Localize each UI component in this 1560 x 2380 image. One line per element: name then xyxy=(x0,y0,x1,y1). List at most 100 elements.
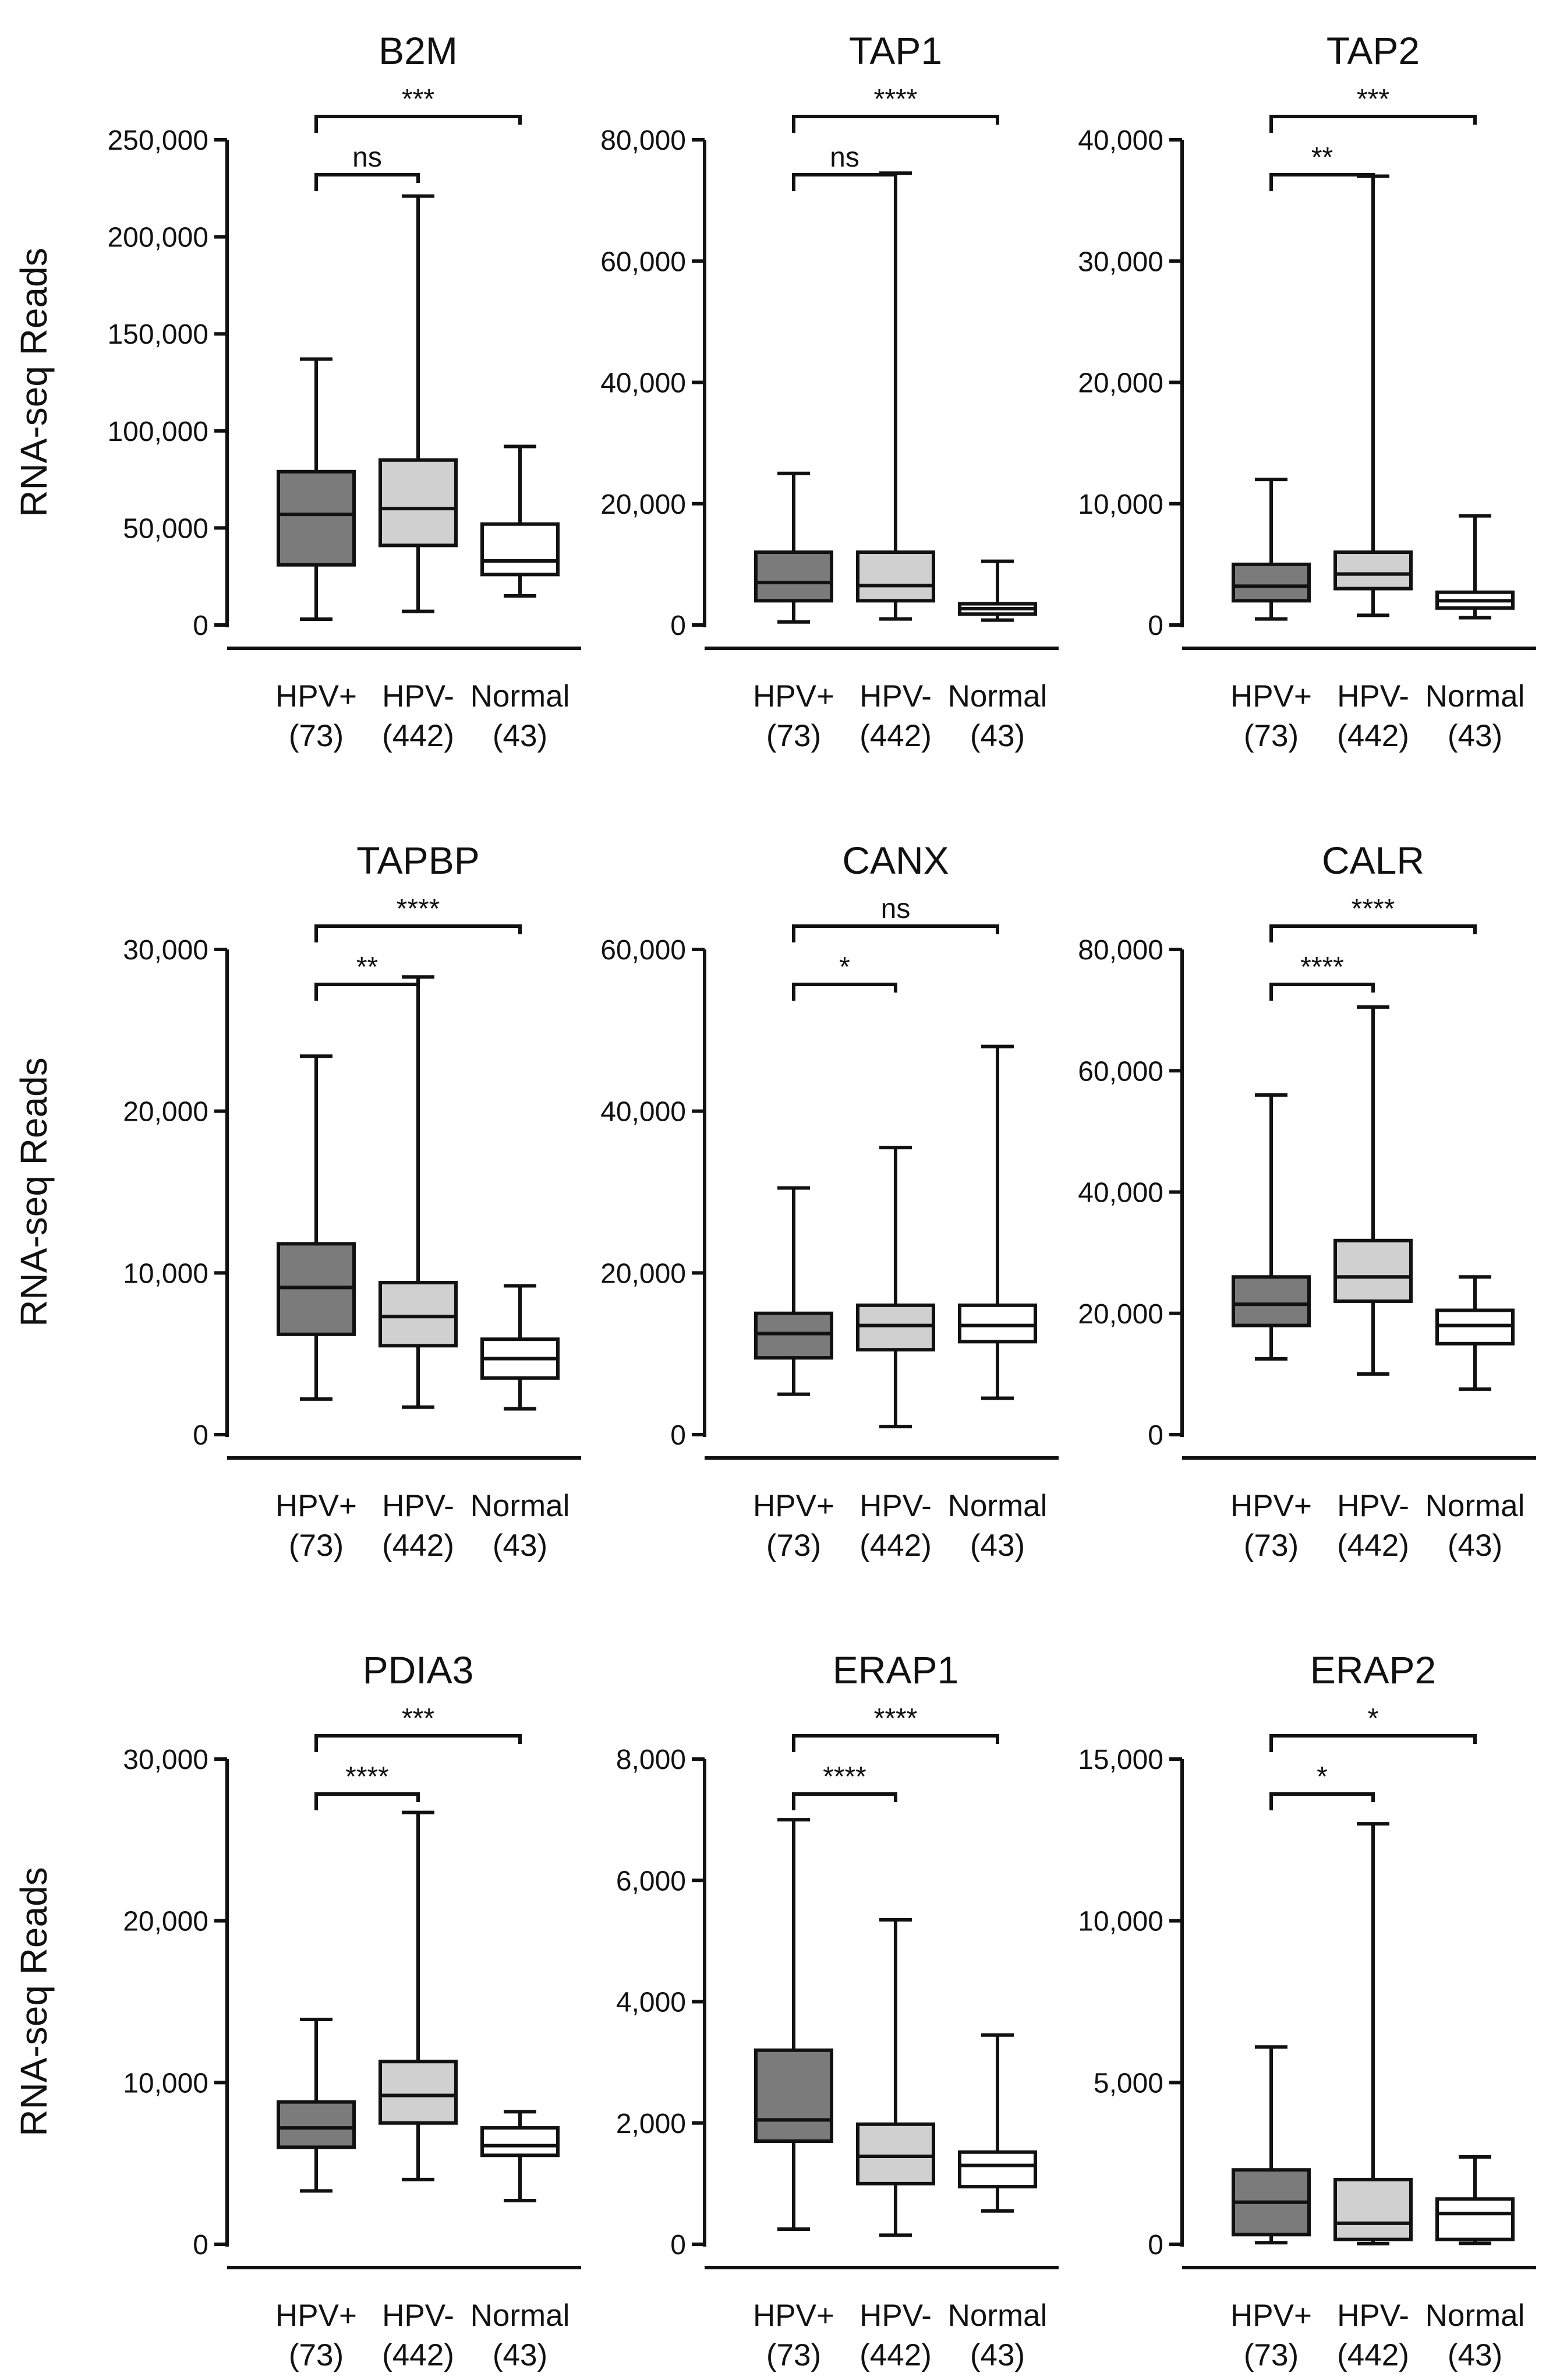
box-hpvneg xyxy=(856,1146,935,1429)
y-tick-label: 20,000 xyxy=(600,489,686,520)
iqr-box xyxy=(754,1311,833,1360)
box-hpvpos xyxy=(1232,1093,1311,1361)
y-tick-label: 0 xyxy=(1148,2230,1163,2261)
category-count: (43) xyxy=(1448,719,1502,753)
panel-canx: CANX 0 20,000 40,000 60,000 HPV+ (73) HPV- (442)… xyxy=(600,839,1059,1563)
iqr-box xyxy=(1333,550,1413,591)
category-count: (442) xyxy=(382,2338,454,2372)
y-tick-label: 50,000 xyxy=(123,513,208,544)
box-hpvpos xyxy=(1232,2045,1311,2245)
y-tick-label: 60,000 xyxy=(600,246,686,277)
category-count: (442) xyxy=(859,2338,932,2372)
significance-bracket-inner-label: **** xyxy=(823,1761,866,1792)
category-count: (43) xyxy=(1448,2338,1502,2372)
y-tick-label: 80,000 xyxy=(600,125,686,156)
y-tick-label: 0 xyxy=(670,610,686,641)
box-normal xyxy=(1435,514,1515,620)
category-label: HPV+ xyxy=(275,1489,357,1523)
category-label: HPV+ xyxy=(753,679,834,714)
significance-bracket-inner-label: * xyxy=(839,952,850,983)
significance-bracket-inner-label: ns xyxy=(352,142,382,173)
iqr-box xyxy=(856,550,935,603)
y-tick-label: 40,000 xyxy=(1078,1178,1163,1209)
category-count: (73) xyxy=(1244,1528,1299,1563)
category-label: HPV+ xyxy=(753,2298,834,2333)
significance-bracket-outer-label: **** xyxy=(397,894,440,924)
category-label: Normal xyxy=(471,2298,570,2333)
significance-bracket-outer xyxy=(792,1734,999,1752)
iqr-box xyxy=(754,550,833,603)
category-count: (442) xyxy=(1337,719,1409,753)
iqr-box xyxy=(1333,2177,1413,2241)
category-label: HPV+ xyxy=(275,2298,357,2333)
category-label: Normal xyxy=(471,679,570,714)
panel-pdia3: PDIA3 0 10,000 20,000 30,000 RNA-seq Reads HPV… xyxy=(13,1648,581,2372)
y-axis-label: RNA-seq Reads xyxy=(13,1057,55,1326)
significance-bracket-inner xyxy=(1269,173,1375,191)
significance-bracket-inner xyxy=(792,1792,897,1810)
category-label: Normal xyxy=(471,1489,570,1523)
iqr-box xyxy=(1333,1238,1413,1303)
significance-bracket-inner xyxy=(792,173,897,191)
category-count: (43) xyxy=(493,1528,547,1563)
panel-title: B2M xyxy=(378,29,458,72)
category-label: Normal xyxy=(1425,679,1525,714)
significance-bracket-inner-label: ** xyxy=(356,952,378,983)
box-hpvpos xyxy=(754,1186,833,1396)
y-tick-label: 4,000 xyxy=(616,1987,686,2018)
category-count: (442) xyxy=(859,719,932,753)
category-label: HPV- xyxy=(1337,679,1409,714)
y-tick-label: 6,000 xyxy=(616,1866,686,1897)
significance-bracket-outer-label: **** xyxy=(874,1703,918,1734)
panel-title: TAP2 xyxy=(1326,29,1420,72)
iqr-box xyxy=(277,469,356,567)
box-hpvneg xyxy=(1333,1005,1413,1376)
iqr-box xyxy=(480,2126,560,2157)
y-tick-label: 0 xyxy=(670,1420,686,1451)
category-count: (43) xyxy=(493,2338,547,2372)
iqr-box xyxy=(1232,562,1311,603)
category-label: HPV+ xyxy=(753,1489,834,1523)
y-tick-label: 10,000 xyxy=(1078,1906,1163,1937)
iqr-box xyxy=(378,458,458,548)
panel-tapbp: TAPBP 0 10,000 20,000 30,000 RNA-seq Reads HPV… xyxy=(13,839,581,1563)
panel-title: CALR xyxy=(1322,839,1424,882)
y-tick-label: 20,000 xyxy=(123,1097,208,1128)
category-label: HPV- xyxy=(382,2298,454,2333)
category-count: (442) xyxy=(1337,1528,1409,1563)
panel-title: PDIA3 xyxy=(363,1648,474,1692)
iqr-box xyxy=(1435,2197,1515,2241)
significance-bracket-outer-label: ns xyxy=(881,894,911,924)
y-tick-label: 5,000 xyxy=(1094,2068,1163,2099)
category-count: (73) xyxy=(289,719,344,753)
y-tick-label: 0 xyxy=(193,2230,208,2261)
significance-bracket-outer xyxy=(314,924,522,942)
category-count: (43) xyxy=(970,1528,1025,1563)
box-normal xyxy=(958,2033,1037,2213)
y-tick-label: 150,000 xyxy=(107,319,208,350)
significance-bracket-inner xyxy=(314,1792,420,1810)
category-count: (73) xyxy=(766,2338,821,2372)
iqr-box xyxy=(958,2150,1037,2189)
panel-erap2: ERAP2 0 5,000 10,000 15,000 HPV+ (73) HPV- (442)… xyxy=(1078,1648,1536,2372)
category-count: (73) xyxy=(1244,2338,1299,2372)
significance-bracket-inner xyxy=(1269,1792,1375,1810)
panel-title: ERAP2 xyxy=(1310,1648,1436,1692)
category-count: (442) xyxy=(382,1528,454,1563)
panel-title: ERAP1 xyxy=(833,1648,958,1692)
box-hpvpos xyxy=(277,1054,356,1401)
box-hpvneg xyxy=(378,194,458,613)
category-count: (73) xyxy=(766,1528,821,1563)
box-hpvneg xyxy=(1333,1822,1413,2245)
significance-bracket-outer xyxy=(1269,924,1477,942)
category-label: HPV- xyxy=(859,679,932,714)
significance-bracket-inner-label: **** xyxy=(345,1761,389,1792)
y-tick-label: 30,000 xyxy=(123,1745,208,1775)
category-label: HPV- xyxy=(1337,2298,1409,2333)
significance-bracket-outer xyxy=(1269,1734,1477,1752)
box-hpvneg xyxy=(856,171,935,621)
category-label: Normal xyxy=(1425,1489,1525,1523)
category-label: HPV- xyxy=(1337,1489,1409,1523)
iqr-box xyxy=(378,2060,458,2125)
significance-bracket-outer xyxy=(314,115,522,133)
